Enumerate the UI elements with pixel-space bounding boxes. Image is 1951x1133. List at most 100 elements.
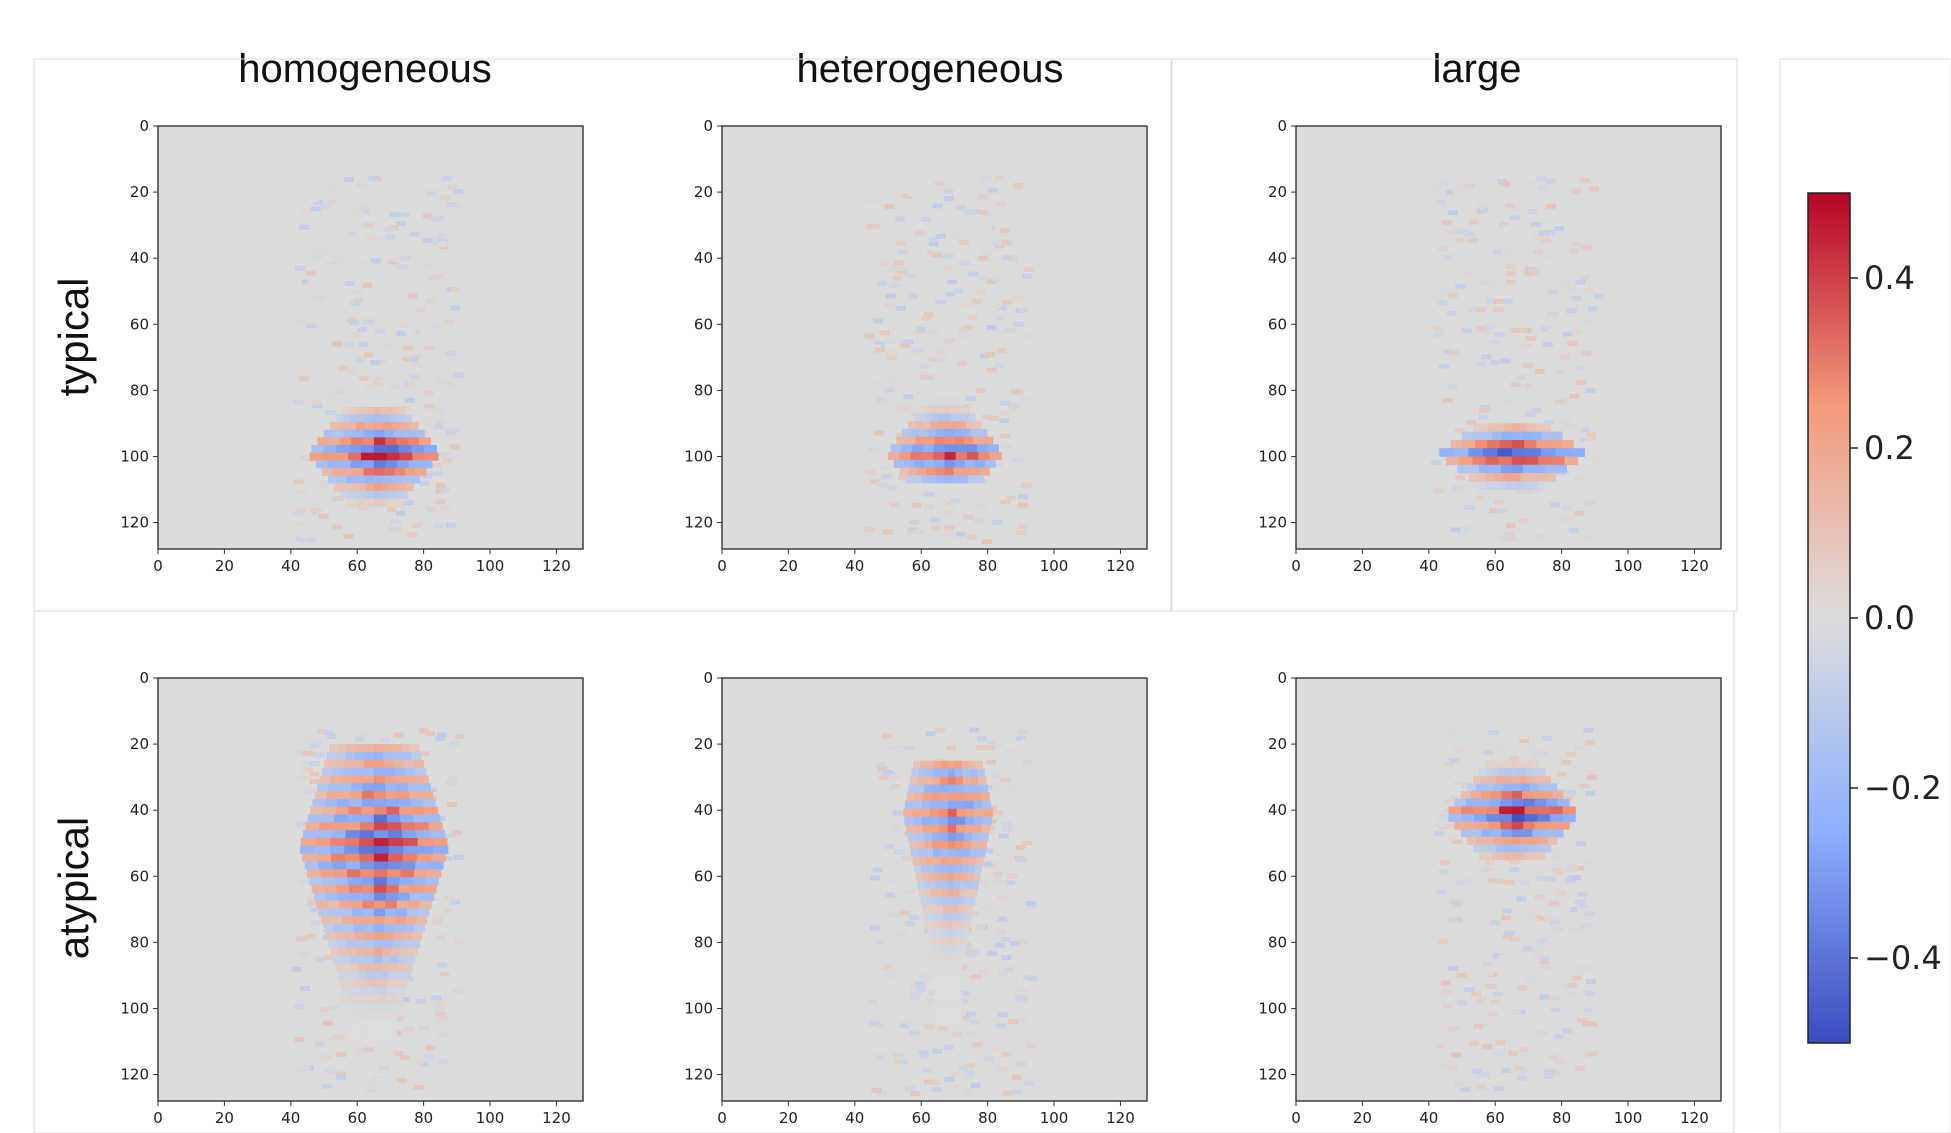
noise-cell: [993, 1017, 1004, 1023]
heatmap-bg: [722, 126, 1147, 549]
noise-cell: [1438, 181, 1449, 186]
stripe-cell: [942, 1016, 946, 1026]
stripe-cell: [1511, 481, 1519, 490]
noise-cell: [926, 998, 937, 1004]
noise-cell: [988, 416, 999, 421]
noise-cell: [1504, 203, 1515, 209]
stripe-cell: [342, 483, 351, 492]
stripe-cell: [929, 405, 936, 414]
stripe-cell: [947, 800, 957, 810]
noise-cell: [869, 380, 880, 386]
stripe-cell: [958, 1016, 962, 1026]
stripe-cell: [1492, 481, 1500, 490]
stripe-cell: [989, 452, 1002, 461]
noise-cell: [963, 1089, 974, 1095]
noise-cell: [429, 897, 440, 903]
stripe-cell: [360, 822, 375, 831]
stripe-cell: [420, 460, 433, 469]
noise-cell: [1480, 1022, 1491, 1028]
stripe-cell: [941, 864, 949, 874]
stripe-cell: [1490, 760, 1497, 769]
noise-cell: [321, 1083, 332, 1089]
stripe-cell: [344, 845, 360, 855]
stripe-cell: [347, 1002, 354, 1011]
noise-cell: [909, 519, 920, 525]
noise-cell: [1561, 1037, 1572, 1043]
stripe-cell: [971, 784, 981, 794]
stripe-cell: [936, 960, 940, 970]
noise-cell: [917, 235, 928, 241]
stripe-cell: [934, 459, 946, 468]
stripe-cell: [1533, 760, 1539, 769]
noise-cell: [296, 507, 307, 513]
noise-cell: [1441, 989, 1452, 995]
noise-cell: [1575, 279, 1586, 285]
stripe-cell: [349, 892, 363, 902]
noise-cell: [400, 996, 410, 1002]
stripe-cell: [368, 1002, 375, 1011]
noise-cell: [958, 1065, 969, 1071]
stripe-cell: [344, 994, 352, 1003]
noise-cell: [423, 390, 434, 396]
stripe-cell: [406, 775, 418, 784]
stripe-cell: [373, 963, 383, 972]
stripe-cell: [966, 880, 973, 890]
stripe-cell: [385, 994, 392, 1003]
noise-cell: [989, 787, 1000, 793]
stripe-cell: [952, 475, 961, 484]
noise-cell: [1563, 314, 1574, 320]
stripe-cell: [921, 452, 934, 461]
stripe-cell: [914, 864, 922, 874]
noise-cell: [396, 221, 407, 227]
stripe-cell: [945, 968, 949, 978]
stripe-cell: [366, 414, 375, 423]
noise-cell: [1554, 1058, 1565, 1064]
noise-cell: [875, 762, 886, 768]
stripe-cell: [934, 984, 938, 994]
noise-cell: [1519, 1068, 1530, 1074]
noise-cell: [1489, 999, 1500, 1005]
noise-cell: [1497, 738, 1508, 743]
stripe-cell: [968, 856, 977, 866]
stripe-cell: [1547, 783, 1558, 792]
noise-cell: [409, 374, 420, 380]
noise-cell: [365, 235, 376, 241]
stripe-cell: [922, 800, 932, 810]
noise-cell: [298, 376, 309, 382]
noise-cell: [359, 208, 370, 214]
noise-cell: [1514, 222, 1525, 228]
noise-cell: [445, 350, 456, 356]
noise-cell: [342, 398, 353, 404]
stripe-cell: [316, 900, 329, 909]
noise-cell: [433, 523, 444, 529]
noise-cell: [1571, 241, 1582, 247]
noise-cell: [1579, 274, 1590, 280]
stripe-cell: [351, 1033, 357, 1042]
stripe-cell: [933, 398, 938, 407]
noise-cell: [1517, 1076, 1528, 1081]
noise-cell: [295, 894, 306, 900]
noise-cell: [1551, 1069, 1562, 1075]
noise-cell: [426, 787, 437, 793]
stripe-cell: [329, 838, 346, 847]
stripe-cell: [929, 398, 934, 407]
noise-cell: [425, 298, 436, 304]
stripe-cell: [1454, 798, 1467, 807]
noise-cell: [980, 474, 991, 480]
noise-cell: [1514, 1065, 1525, 1071]
stripe-cell: [431, 853, 446, 862]
noise-cell: [307, 280, 318, 286]
stripe-cell: [1529, 783, 1540, 792]
stripe-cell: [350, 483, 359, 492]
stripe-cell: [937, 944, 942, 954]
noise-cell: [1002, 1090, 1013, 1096]
stripe-cell: [941, 952, 946, 962]
stripe-cell: [956, 816, 966, 826]
stripe-cell: [947, 904, 954, 914]
stripe-cell: [922, 421, 931, 430]
noise-cell: [1457, 530, 1468, 536]
noise-cell: [914, 230, 925, 236]
noise-cell: [310, 206, 321, 212]
stripe-cell: [416, 853, 432, 862]
noise-cell: [948, 1071, 959, 1077]
